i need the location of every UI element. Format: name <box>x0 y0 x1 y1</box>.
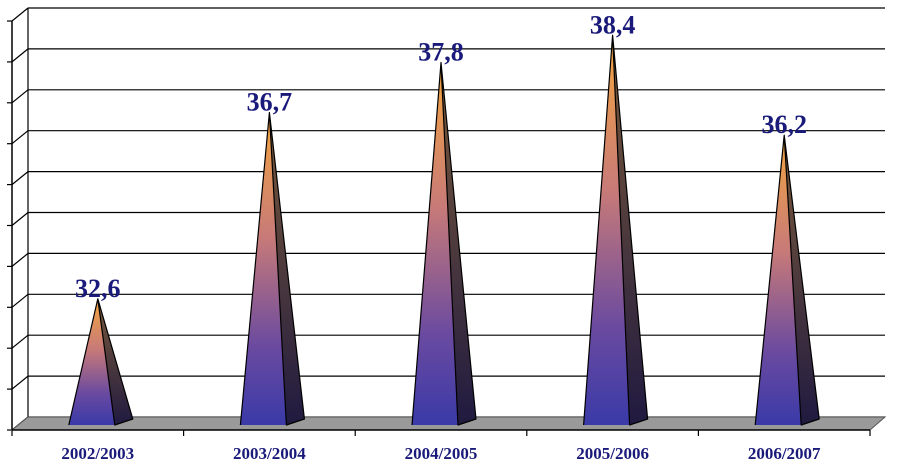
data-label: 36,7 <box>247 88 293 117</box>
gridline-side <box>11 212 29 226</box>
gridline-side <box>11 48 29 63</box>
data-label: 38,4 <box>590 10 636 39</box>
x-tick-label: 2006/2007 <box>748 444 821 463</box>
bars <box>68 34 820 426</box>
pyramid-bar <box>583 35 630 426</box>
pyramid-bar-outline <box>583 34 649 426</box>
gridline-side <box>11 7 29 22</box>
pyramid-bar-outline <box>754 134 820 426</box>
x-tick-label: 2003/2004 <box>233 444 306 463</box>
gridline-side <box>11 252 29 267</box>
pyramid-bar-outline <box>68 298 134 426</box>
x-tick-label: 2004/2005 <box>405 444 478 463</box>
x-tick-label: 2005/2006 <box>576 444 649 463</box>
labels: 32,6 2002/2003 36,7 2003/2004 37,8 2004/2005 3… <box>61 10 821 463</box>
data-label: 32,6 <box>75 274 121 303</box>
gridline-side <box>11 89 29 104</box>
pyramid-bar <box>755 135 802 425</box>
gridline-side <box>11 375 29 390</box>
pyramid-bar <box>240 112 287 426</box>
data-label: 36,2 <box>761 110 807 139</box>
pyramid-bar-outline <box>411 61 477 426</box>
x-tick-label: 2002/2003 <box>61 444 134 463</box>
gridline-side <box>11 130 29 145</box>
gridline-side <box>11 293 29 308</box>
gridline-side <box>11 334 29 349</box>
data-label: 37,8 <box>418 38 464 67</box>
pyramid-bar-outline <box>239 111 305 426</box>
pyramid-bar <box>412 62 458 426</box>
pyramid-bar <box>68 298 115 425</box>
gridline-side <box>11 171 29 186</box>
